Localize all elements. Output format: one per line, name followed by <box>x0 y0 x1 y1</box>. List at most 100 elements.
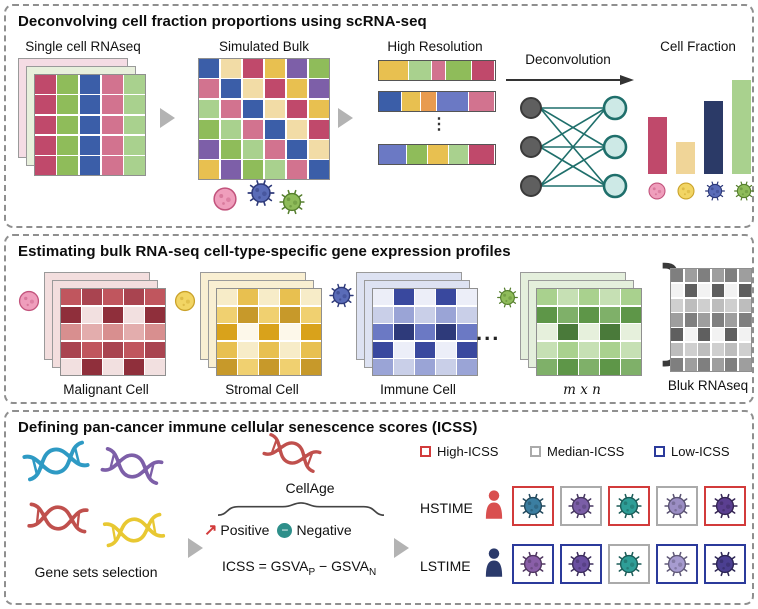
bar-segment <box>406 145 428 164</box>
matrix-cell <box>217 341 237 358</box>
matrix-cell <box>537 289 557 305</box>
senescent-cell-icon <box>519 550 547 578</box>
matrix-cell <box>537 324 557 340</box>
matrix-cell <box>238 289 258 305</box>
matrix-cell <box>101 115 123 135</box>
icss-formula: ICSS = GSVAP − GSVAN <box>222 558 376 578</box>
matrix-cell <box>124 156 145 175</box>
matrix-cell <box>259 341 279 358</box>
matrix-cell <box>124 341 144 358</box>
matrix-cell <box>457 306 477 323</box>
matrix-cell <box>259 289 279 305</box>
matrix-cell <box>725 283 738 298</box>
positive-negative-row: ↗ Positive − Negative <box>204 520 352 540</box>
matrix-cell <box>264 119 286 139</box>
matrix-cell <box>671 342 684 357</box>
matrix-cell <box>103 359 123 375</box>
matrix-cell <box>259 359 279 375</box>
matrix-cell <box>579 289 599 305</box>
matrix-cell <box>579 324 599 340</box>
matrix-cell <box>394 306 414 323</box>
matrix-cell <box>621 289 641 305</box>
cellage-label: CellAge <box>285 480 335 496</box>
matrix-cell <box>698 298 711 312</box>
matrix-cell <box>698 283 711 298</box>
matrix-cell <box>280 359 300 375</box>
deconvolution-arrow-icon <box>504 73 634 85</box>
arrow-right-icon-2 <box>338 108 353 128</box>
matrix-cell <box>82 324 102 340</box>
cell-box <box>608 486 650 526</box>
single-cell-matrix-stack <box>18 58 148 178</box>
arrow-right-icon-3 <box>188 538 203 558</box>
senescent-cell-icon <box>519 492 547 520</box>
matrix-cell <box>242 79 264 98</box>
matrix-cell <box>101 156 123 175</box>
matrix-cell <box>725 328 738 342</box>
matrix-cell <box>79 135 101 155</box>
positive-label: Positive <box>220 522 270 538</box>
matrix-cell <box>671 357 684 371</box>
matrix-cell <box>220 119 242 139</box>
matrix-cell <box>308 119 329 139</box>
cell-box <box>560 486 602 526</box>
matrix-cell <box>264 59 286 78</box>
matrix-cell <box>217 289 237 305</box>
matrix-cell <box>220 140 242 159</box>
senescent-cell-icon <box>567 550 595 578</box>
matrix-cell <box>373 306 393 323</box>
dna-icon-blue <box>21 439 90 484</box>
green-cell-icon <box>496 286 519 309</box>
matrix-cell <box>671 269 684 283</box>
cell-box <box>656 544 698 584</box>
vertical-ellipsis: ⋮ <box>431 116 447 133</box>
matrix-cell <box>57 156 79 175</box>
matrix-cell <box>280 324 300 340</box>
matrix-cell <box>415 289 435 305</box>
deconvolution-label: Deconvolution <box>525 52 611 67</box>
cell-box <box>512 486 554 526</box>
bar-segment <box>409 61 433 80</box>
matrix-cell <box>711 328 724 342</box>
matrix-cell <box>101 75 123 94</box>
bar-segment <box>469 92 495 111</box>
matrix-cell <box>621 306 641 323</box>
matrix-cell <box>684 283 697 298</box>
legend-label-low: Low-ICSS <box>671 444 730 459</box>
single-cell-grid <box>34 74 146 176</box>
malignant-matrix-stack <box>44 272 168 378</box>
matrix-cell <box>738 313 751 327</box>
green-cell-icon <box>278 188 306 216</box>
panel-expression-profiles: Estimating bulk RNA-seq cell-type-specif… <box>4 234 754 404</box>
matrix-cell <box>280 306 300 323</box>
malignant-grid <box>60 288 166 376</box>
matrix-cell <box>308 160 329 179</box>
hires-bar-3 <box>378 144 496 165</box>
matrix-cell <box>145 359 165 375</box>
matrix-cell <box>101 135 123 155</box>
bar-segment <box>420 92 437 111</box>
arrow-right-icon-4 <box>394 538 409 558</box>
matrix-cell <box>61 341 81 358</box>
matrix-cell <box>35 95 56 115</box>
matrix-cell <box>145 306 165 323</box>
matrix-cell <box>238 306 258 323</box>
bar-segment <box>469 145 495 164</box>
bulk-rnaseq-grid <box>670 268 752 372</box>
pink-cell-icon <box>210 184 240 214</box>
matrix-cell <box>394 324 414 340</box>
matrix-cell <box>373 324 393 340</box>
hstime-cell-boxes <box>512 486 746 526</box>
cell-box <box>512 544 554 584</box>
bar-segment <box>436 92 470 111</box>
matrix-cell <box>415 359 435 375</box>
matrix-cell <box>286 160 308 179</box>
yellow-cell-icon <box>172 288 198 314</box>
legend-square-low <box>654 446 665 457</box>
matrix-cell <box>264 160 286 179</box>
matrix-cell <box>394 341 414 358</box>
cell-fraction-label: Cell Fraction <box>660 39 736 54</box>
matrix-cell <box>579 306 599 323</box>
matrix-cell <box>199 119 220 139</box>
matrix-cell <box>57 135 79 155</box>
